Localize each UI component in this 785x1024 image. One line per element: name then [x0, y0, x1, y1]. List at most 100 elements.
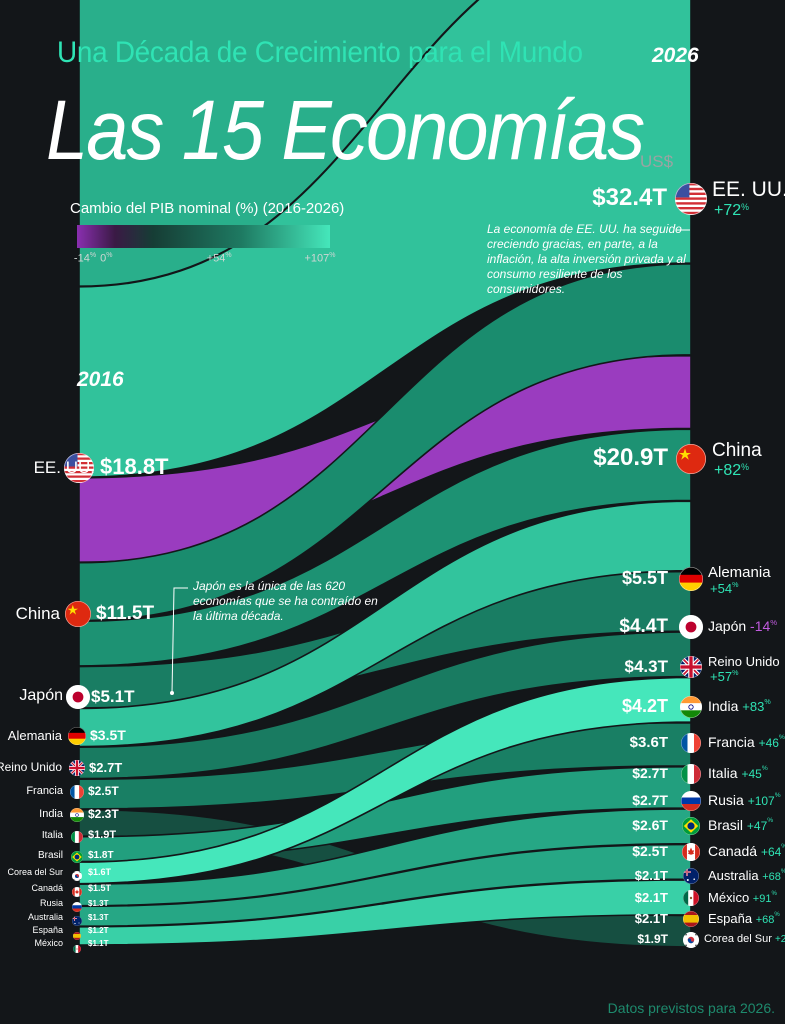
country-name-2016: China: [15, 603, 60, 623]
change-2026: +54%: [710, 581, 739, 596]
gb-flag-icon-2026: [680, 656, 702, 678]
country-name-2026: EE. UU.: [712, 178, 785, 202]
country-name-2026: Alemania: [708, 563, 771, 581]
country-name-2026: Italia +45%: [708, 765, 768, 782]
country-name-2016: España: [32, 925, 63, 936]
country-name-2016: Italia: [41, 829, 63, 841]
in-flag-icon-2026: [680, 696, 702, 718]
value-2016: $1.6T: [88, 867, 112, 878]
japan-annotation-dot: [170, 691, 174, 695]
country-name-2026: Rusia +107%: [708, 792, 781, 809]
value-2026: $1.9T: [637, 932, 668, 947]
ru-flag-icon-2026: [681, 791, 701, 811]
cn-flag-icon-2026: [676, 444, 706, 474]
country-name-2026: India +83%: [708, 698, 771, 715]
au-flag-icon: [72, 913, 82, 926]
year-label-start: 2016: [77, 368, 124, 391]
country-name-2016: Alemania: [7, 727, 62, 743]
country-name-2026: Reino Unido: [708, 653, 780, 669]
value-2016: $1.3T: [88, 898, 109, 908]
country-name-2016: Francia: [26, 784, 63, 797]
value-2026: $2.6T: [632, 817, 668, 834]
value-2016: $1.5T: [88, 883, 112, 894]
value-2016: $1.2T: [88, 925, 109, 935]
japan-annotation: Japón es la única de las 620 economías q…: [193, 579, 378, 623]
br-flag-icon: [71, 850, 83, 863]
value-2016: $1.8T: [88, 849, 114, 861]
legend-tick-label: +54%: [206, 252, 232, 265]
country-name-2026: Australia +68%: [708, 867, 785, 883]
value-2016: $5.1T: [91, 686, 135, 706]
change-2026: +57%: [710, 668, 739, 684]
legend-color-scale: [77, 225, 330, 248]
legend-title: Cambio del PIB nominal (%) (2016-2026): [70, 200, 345, 217]
value-2016: $2.7T: [89, 759, 123, 775]
country-name-2016: Canadá: [31, 883, 63, 894]
jp-flag-icon: [66, 685, 90, 709]
value-2026: $2.7T: [632, 792, 668, 809]
value-2026: $4.4T: [619, 615, 668, 637]
value-2026: $4.2T: [621, 696, 668, 717]
legend-tick-label: 0%: [100, 252, 113, 265]
de-flag-icon-2026: [679, 567, 703, 591]
au-flag-icon-2026: [683, 868, 699, 884]
value-2026: $2.7T: [632, 765, 668, 782]
flow-cn: [78, 0, 692, 478]
country-name-2026: Canadá +64%: [708, 843, 785, 860]
in-flag-icon: [70, 808, 84, 822]
us-flag-icon: [64, 453, 94, 483]
legend-tick-label: +107%: [304, 252, 336, 265]
value-2026: $2.1T: [634, 910, 668, 926]
value-2016: $1.9T: [88, 828, 117, 841]
country-name-2016: EE. UU.: [33, 457, 95, 477]
it-flag-icon: [71, 830, 83, 843]
br-flag-icon-2026: [682, 817, 700, 835]
ca-flag-icon-2026: [682, 843, 700, 861]
value-2026: $5.5T: [621, 568, 668, 589]
country-name-2026: Brasil +47%: [708, 817, 774, 834]
currency-label: US$: [640, 152, 674, 171]
fr-flag-icon-2026: [681, 733, 701, 753]
value-2026: $20.9T: [593, 443, 668, 471]
legend-tick-label: -14%: [73, 252, 97, 265]
value-2026: $2.1T: [634, 889, 668, 905]
value-2026: $32.4T: [592, 183, 667, 211]
country-name-2026: China: [712, 439, 762, 461]
country-name-2016: Australia: [27, 912, 63, 923]
es-flag-icon-2026: [683, 911, 699, 927]
year-label-end: 2026: [652, 44, 699, 67]
value-2026: $2.5T: [632, 843, 668, 860]
value-2016: $2.5T: [88, 784, 119, 799]
japan-annotation-line: [171, 587, 188, 694]
ca-flag-icon: [72, 884, 82, 897]
value-2026: $4.3T: [624, 656, 668, 676]
kr-flag-icon-2026: [683, 932, 699, 948]
es-flag-icon: [73, 927, 81, 940]
kr-flag-icon: [72, 868, 82, 881]
usa-annotation: La economía de EE. UU. ha seguido crecie…: [487, 222, 686, 296]
fr-flag-icon: [70, 785, 84, 799]
de-flag-icon: [68, 727, 86, 745]
value-2016: $2.3T: [88, 807, 119, 822]
country-name-2026: Corea del Sur +22%: [704, 932, 785, 945]
ru-flag-icon: [72, 899, 82, 912]
page-title: Las 15 Economías: [46, 83, 645, 177]
value-2016: $1.1T: [88, 938, 109, 948]
us-flag-icon-2026: [675, 183, 707, 215]
mx-flag-icon-2026: [683, 890, 699, 906]
change-2026: +72%: [714, 202, 749, 220]
cn-flag-icon: [65, 601, 91, 627]
value-2026: $2.1T: [634, 867, 668, 883]
value-2016: $11.5T: [96, 602, 155, 624]
country-name-2016: Brasil: [37, 849, 63, 861]
gb-flag-icon: [69, 760, 85, 776]
country-name-2026: Japón -14%: [708, 618, 778, 635]
country-name-2016: Rusia: [39, 898, 63, 909]
change-2026: +82%: [714, 461, 749, 479]
country-name-2026: España +68%: [708, 910, 780, 926]
it-flag-icon-2026: [681, 764, 701, 784]
country-name-2016: Corea del Sur: [7, 867, 63, 878]
subtitle: Una Década de Crecimiento para el Mundo: [57, 36, 583, 69]
